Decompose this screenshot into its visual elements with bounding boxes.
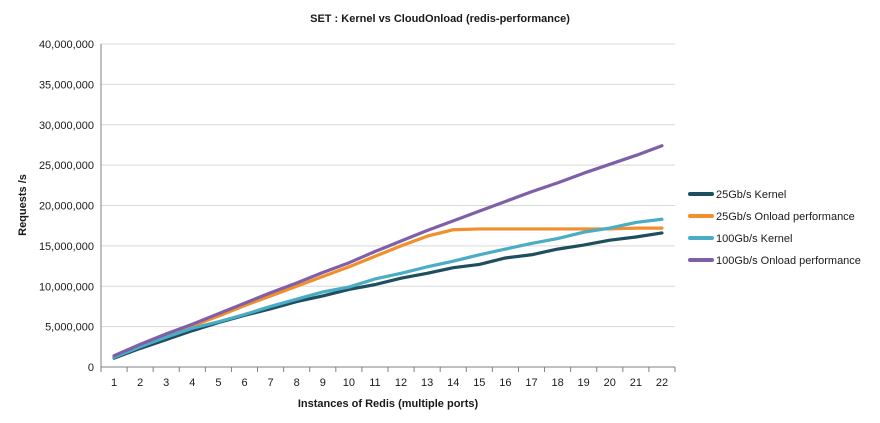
y-axis-title: Requests /s: [17, 174, 29, 236]
y-tick-label: 10,000,000: [39, 281, 94, 293]
x-tick-label: 6: [241, 377, 247, 389]
x-tick-label: 19: [578, 377, 590, 389]
y-tick-label: 25,000,000: [39, 160, 94, 172]
y-tick-label: 20,000,000: [39, 201, 94, 213]
axes: 0 5,000,000 10,000,000 15,000,000 20,000,000…: [39, 39, 676, 389]
chart-title: SET : Kernel vs CloudOnload (redis-perfo…: [310, 13, 570, 25]
y-tick-label: 30,000,000: [39, 120, 94, 132]
x-tick-label: 10: [343, 377, 355, 389]
series-line-25gb-s-onload-performance: [112, 226, 664, 359]
series-lines: [112, 144, 664, 360]
legend-label: 25Gb/s Onload performance: [716, 211, 855, 223]
x-tick-label: 5: [215, 377, 221, 389]
y-tick-label: 15,000,000: [39, 241, 94, 253]
x-tick-label: 18: [551, 377, 563, 389]
y-tick-label: 5,000,000: [45, 322, 94, 334]
x-tick-label: 22: [656, 377, 668, 389]
x-tick-label: 7: [268, 377, 274, 389]
gridlines: [101, 43, 675, 328]
x-tick-label: 14: [447, 377, 459, 389]
x-tick-label: 16: [499, 377, 511, 389]
legend: 25Gb/s Kernel 25Gb/s Onload performance 10…: [688, 189, 861, 267]
series-line-100gb-s-onload-performance: [112, 144, 664, 358]
y-tick-label: 40,000,000: [39, 39, 94, 51]
x-tick-label: 13: [421, 377, 433, 389]
x-tick-label: 2: [137, 377, 143, 389]
y-tick-label: 0: [88, 362, 94, 374]
x-tick-label: 12: [395, 377, 407, 389]
x-tick-label: 11: [369, 377, 380, 389]
x-tick-label: 4: [189, 377, 195, 389]
legend-label: 25Gb/s Kernel: [716, 189, 786, 201]
legend-label: 100Gb/s Onload performance: [716, 255, 861, 267]
x-tick-label: 15: [473, 377, 485, 389]
x-tick-label: 21: [630, 377, 642, 389]
x-tick-label: 17: [525, 377, 537, 389]
x-tick-label: 1: [111, 377, 117, 389]
x-tick-label: 3: [163, 377, 169, 389]
x-tick-label: 8: [294, 377, 300, 389]
legend-label: 100Gb/s Kernel: [716, 233, 792, 245]
x-axis-title: Instances of Redis (multiple ports): [298, 398, 479, 410]
x-tick-label: 20: [604, 377, 616, 389]
y-tick-label: 35,000,000: [39, 79, 94, 91]
series-line-100gb-s-kernel: [112, 217, 664, 359]
x-tick-label: 9: [320, 377, 326, 389]
